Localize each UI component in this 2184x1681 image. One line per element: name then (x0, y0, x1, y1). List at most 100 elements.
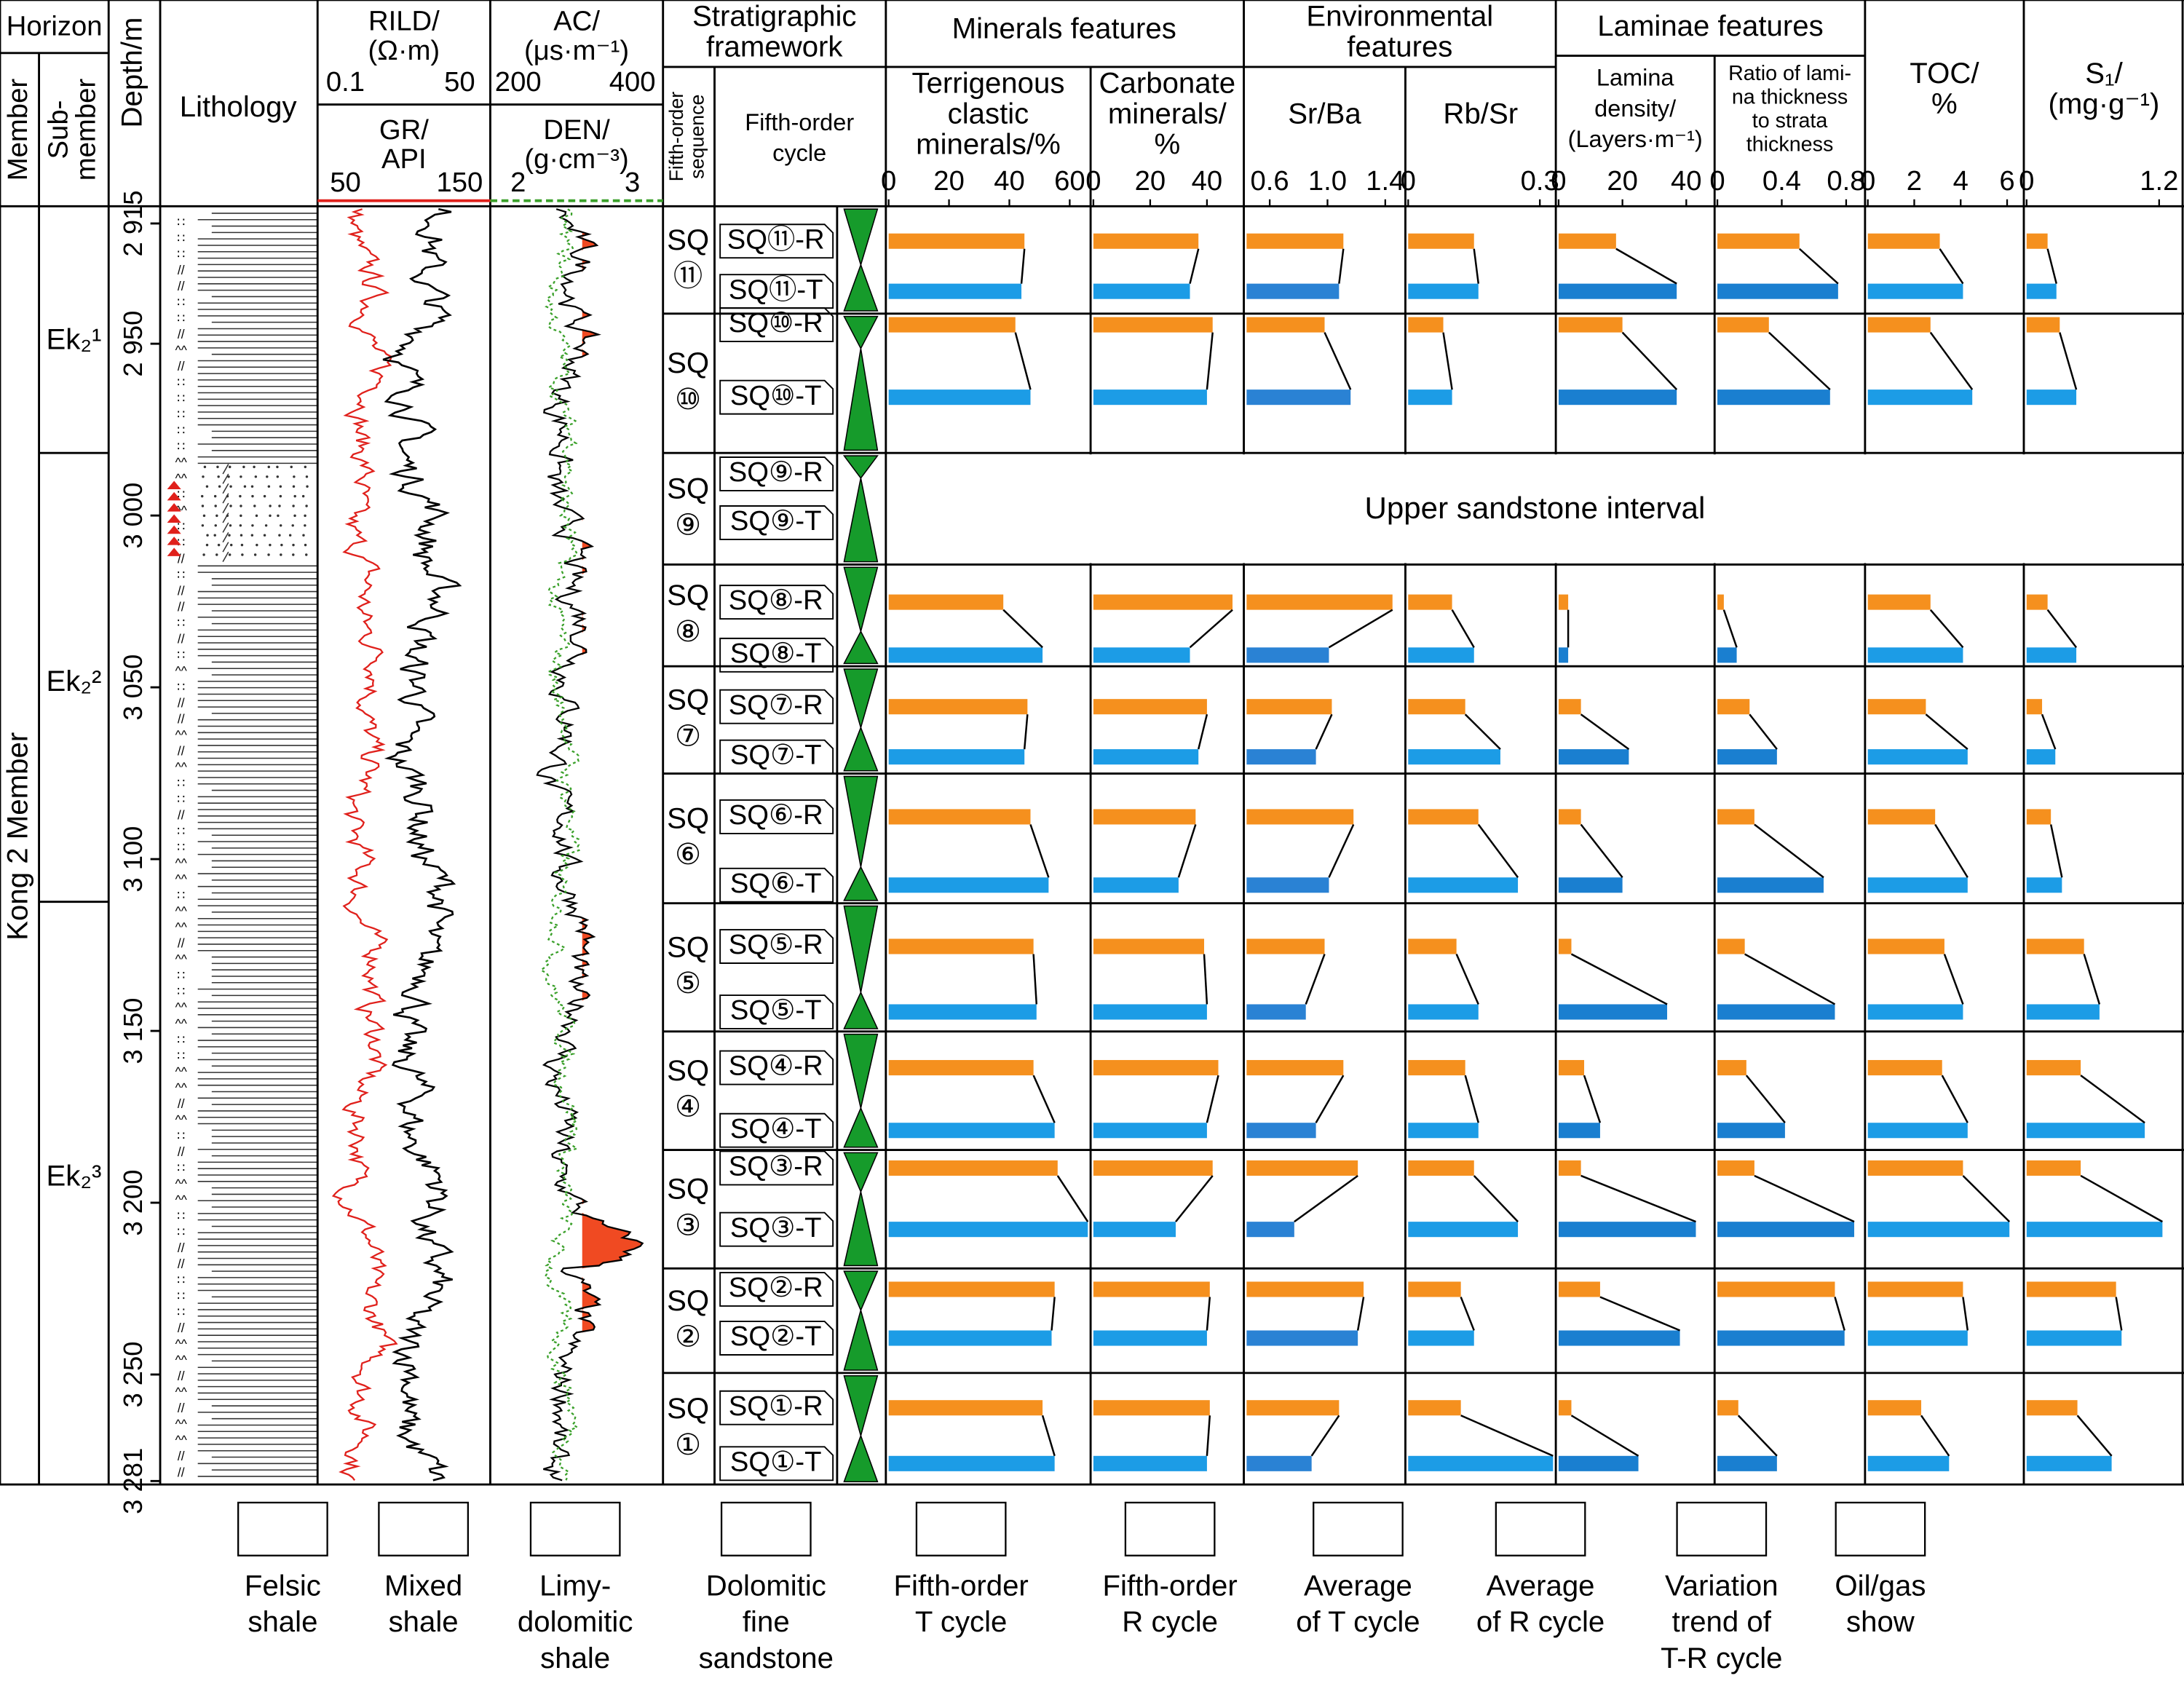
lithology-symbol: ^^ (175, 663, 187, 678)
sand-dot (202, 553, 205, 556)
sand-dot (267, 465, 270, 469)
trend-line (1570, 953, 1668, 1005)
sand-dot (305, 475, 309, 478)
r-cycle-triangle (843, 1152, 879, 1193)
label: RILD/ (368, 6, 440, 37)
cycle-box (719, 274, 834, 309)
oil-show (167, 537, 181, 545)
sand-dot (253, 505, 256, 507)
sand-dot (217, 543, 221, 547)
label: ⑧ (675, 615, 701, 648)
lithology-symbol: // (178, 631, 185, 646)
x-tick-label: 40 (994, 165, 1025, 197)
bar (1558, 1060, 1585, 1076)
bar (1408, 1400, 1461, 1416)
label: GR/ (379, 114, 429, 146)
sand-dot (228, 534, 231, 537)
bar (1558, 233, 1616, 249)
sand-dot (240, 534, 243, 537)
bar (1558, 647, 1569, 663)
cycle-box (719, 224, 834, 259)
trend-line (1203, 954, 1208, 1005)
sand-dot (229, 543, 233, 547)
sand-dot (304, 543, 307, 547)
bar (1246, 809, 1354, 825)
sand-slash (222, 513, 229, 523)
legend-label: T cycle (915, 1605, 1008, 1638)
lithology-symbol: ∷ (177, 535, 185, 550)
bar (1093, 877, 1179, 893)
label: 3 150 (118, 998, 148, 1064)
sand-dot (266, 475, 269, 478)
cycle-box (719, 1211, 834, 1247)
cycle-box (719, 585, 834, 620)
lithology-symbol: ^^ (175, 1433, 187, 1447)
sand-dot (213, 494, 217, 498)
x-tick-label: 0.8 (1827, 165, 1865, 197)
bar (1717, 938, 1745, 954)
column-title: Carbonate (1099, 66, 1236, 99)
trend-line (1460, 1297, 1475, 1331)
trend-line (2080, 1174, 2163, 1223)
sand-dot (229, 505, 232, 507)
bar (888, 647, 1043, 663)
sand-slash (222, 531, 229, 543)
lithology-symbol: ∷ (177, 311, 185, 325)
column-title: TOC/ (1910, 57, 1979, 90)
bar (1246, 1123, 1316, 1139)
label: SQ⑤-R (729, 929, 823, 960)
sand-dot (229, 485, 232, 488)
label: SQ⑨-R (729, 456, 823, 488)
lithology-symbol: ∷ (177, 776, 185, 791)
lithology-symbol: ∷ (177, 231, 185, 245)
x-tick-label: 1.4 (1366, 165, 1404, 197)
bar (1558, 877, 1623, 893)
sand-dot (253, 553, 257, 556)
lithology-symbol: ^^ (175, 920, 187, 935)
sand-dot (267, 485, 271, 488)
lithology-symbol: ∷ (177, 519, 185, 534)
label: SQ⑧-R (729, 585, 823, 616)
legend-label: Average (1487, 1569, 1595, 1602)
sand-dot (292, 505, 295, 507)
trend-line (1328, 609, 1393, 649)
bar (2026, 647, 2077, 663)
label: SQ⑧-T (730, 638, 822, 669)
sand-dot (293, 475, 296, 478)
label: ⑩ (675, 383, 701, 416)
trend-line (1328, 823, 1355, 878)
bar (1246, 938, 1325, 954)
trend-line (1962, 1175, 2011, 1223)
sand-dot (218, 485, 221, 488)
trend-line (1294, 1174, 1358, 1223)
label: 2 950 (118, 311, 148, 377)
bar (1408, 1123, 1479, 1139)
bar (1408, 938, 1457, 954)
sand-dot (201, 505, 205, 507)
label: SQ (667, 1173, 709, 1206)
oil-show (167, 491, 181, 501)
sand-dot (278, 534, 281, 537)
label: SQ⑪-T (729, 274, 823, 305)
label: 50 (444, 66, 475, 98)
label: SQ⑥-T (730, 868, 822, 899)
ac-curve (536, 208, 644, 1482)
bar (1717, 1400, 1738, 1416)
bar (1717, 1281, 1835, 1297)
bar (1867, 699, 1926, 715)
lithology-symbol: ^^ (175, 1353, 187, 1367)
column-title: Rb/Sr (1443, 98, 1518, 130)
legend-label: show (1846, 1605, 1915, 1638)
legend-box (1313, 1501, 1404, 1557)
oil-show (167, 480, 181, 490)
trend-line (1460, 1415, 1554, 1457)
sand-dot (280, 553, 282, 556)
sand-dot (263, 534, 266, 537)
sand-dot (279, 524, 282, 527)
bar (1408, 749, 1500, 765)
legend-box (1495, 1501, 1586, 1557)
sand-dot (263, 494, 266, 498)
legend-label: fine (743, 1605, 790, 1638)
lithology-symbol: ∷ (177, 968, 185, 983)
bar (1408, 283, 1479, 299)
